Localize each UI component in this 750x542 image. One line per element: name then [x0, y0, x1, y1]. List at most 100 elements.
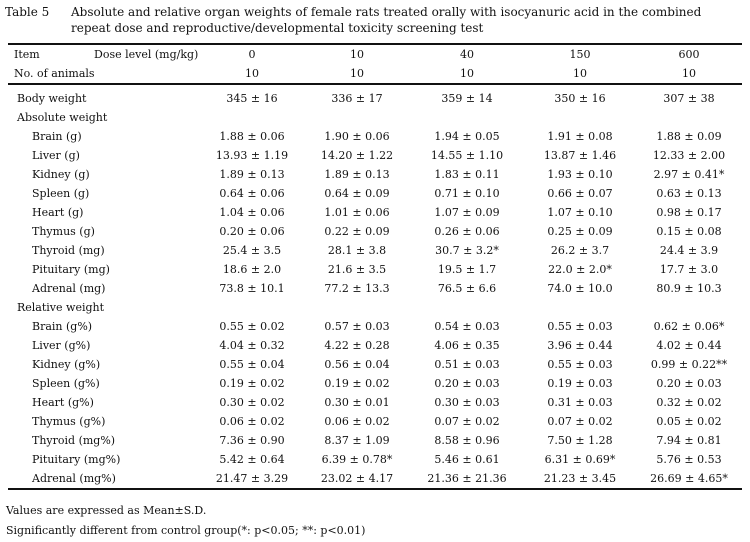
value-cell: 0.30 ± 0.03: [434, 396, 500, 409]
value-cell: 0.06 ± 0.02: [219, 415, 285, 428]
value-cell: 0.98 ± 0.17: [656, 206, 722, 219]
animals-count: 10: [524, 64, 636, 85]
value-cell: 26.2 ± 3.7: [550, 244, 610, 257]
table-row: Kidney (g%) 0.55 ± 0.04 0.56 ± 0.04 0.51 ± …: [8, 355, 742, 374]
value-cell: 5.42 ± 0.64: [219, 453, 285, 466]
animals-count: 10: [410, 64, 524, 85]
value-cell: 5.46 ± 0.61: [434, 453, 500, 466]
animals-count: 10: [200, 64, 304, 85]
value-cell: 0.19 ± 0.03: [547, 377, 613, 390]
row-label: Relative weight: [17, 301, 105, 314]
value-cell: 17.7 ± 3.0: [659, 263, 719, 276]
table-row: Thymus (g) 0.20 ± 0.06 0.22 ± 0.09 0.26 ± 0…: [8, 222, 742, 241]
value-cell: 0.66 ± 0.07: [547, 187, 613, 200]
animals-count: 10: [636, 64, 742, 85]
value-cell: [636, 298, 742, 317]
value-cell: [410, 108, 524, 127]
value-cell: 0.05 ± 0.02: [656, 415, 722, 428]
dose-header: 150: [524, 43, 636, 64]
animals-header-row: No. of animals 10 10 10 10 10: [8, 64, 742, 85]
value-cell: 1.88 ± 0.06: [219, 130, 285, 143]
value-cell: 0.56 ± 0.04: [324, 358, 390, 371]
table-row: Pituitary (mg%) 5.42 ± 0.64 6.39 ± 0.78* 5.…: [8, 450, 742, 469]
value-cell: 0.31 ± 0.03: [547, 396, 613, 409]
organ-weights-table: Item Dose level (mg/kg) 0 10 40 150 600 N…: [8, 43, 742, 490]
row-label: Thymus (g%): [32, 415, 106, 428]
value-cell: [200, 298, 304, 317]
value-cell: 7.50 ± 1.28: [547, 434, 613, 447]
value-cell: 0.07 ± 0.02: [547, 415, 613, 428]
value-cell: 0.26 ± 0.06: [434, 225, 500, 238]
value-cell: 1.04 ± 0.06: [219, 206, 285, 219]
value-cell: 345 ± 16: [226, 92, 278, 105]
value-cell: 1.07 ± 0.10: [547, 206, 613, 219]
value-cell: 21.47 ± 3.29: [200, 469, 304, 490]
value-cell: 14.20 ± 1.22: [320, 149, 394, 162]
value-cell: 0.20 ± 0.03: [656, 377, 722, 390]
value-cell: 13.93 ± 1.19: [215, 149, 289, 162]
row-label: Brain (g%): [32, 320, 93, 333]
value-cell: [410, 298, 524, 317]
value-cell: 0.30 ± 0.02: [219, 396, 285, 409]
dose-header: 10: [304, 43, 410, 64]
value-cell: 21.23 ± 3.45: [524, 469, 636, 490]
value-cell: 0.55 ± 0.03: [547, 320, 613, 333]
value-cell: 0.64 ± 0.09: [324, 187, 390, 200]
value-cell: 0.64 ± 0.06: [219, 187, 285, 200]
value-cell: 26.69 ± 4.65*: [636, 469, 742, 490]
row-label: Heart (g): [32, 206, 84, 219]
table-row: Spleen (g) 0.64 ± 0.06 0.64 ± 0.09 0.71 ± 0…: [8, 184, 742, 203]
dose-header: 600: [636, 43, 742, 64]
value-cell: 336 ± 17: [331, 92, 383, 105]
value-cell: 3.96 ± 0.44: [547, 339, 613, 352]
value-cell: 8.37 ± 1.09: [324, 434, 390, 447]
value-cell: [304, 108, 410, 127]
value-cell: 4.06 ± 0.35: [434, 339, 500, 352]
row-label: Absolute weight: [17, 111, 108, 124]
value-cell: 350 ± 16: [554, 92, 606, 105]
table-title: Absolute and relative organ weights of f…: [71, 5, 702, 35]
row-label: Thyroid (mg%): [32, 434, 116, 447]
table-row: Adrenal (mg) 73.8 ± 10.1 77.2 ± 13.3 76.5 ±…: [8, 279, 742, 298]
value-cell: [524, 108, 636, 127]
value-cell: 21.6 ± 3.5: [327, 263, 387, 276]
value-cell: 1.93 ± 0.10: [547, 168, 613, 181]
table-body: Body weight 345 ± 16 336 ± 17 359 ± 14 350 ±…: [8, 84, 742, 490]
value-cell: 8.58 ± 0.96: [434, 434, 500, 447]
table-row: Spleen (g%) 0.19 ± 0.02 0.19 ± 0.02 0.20 ± …: [8, 374, 742, 393]
row-label: Brain (g): [32, 130, 82, 143]
dose-level-label: Dose level (mg/kg): [94, 48, 199, 61]
value-cell: 0.99 ± 0.22**: [650, 358, 728, 371]
row-label: Body weight: [17, 92, 87, 105]
value-cell: 1.88 ± 0.09: [656, 130, 722, 143]
value-cell: 359 ± 14: [441, 92, 493, 105]
animals-label: No. of animals: [8, 64, 200, 85]
value-cell: 1.91 ± 0.08: [547, 130, 613, 143]
table-row: Thymus (g%) 0.06 ± 0.02 0.06 ± 0.02 0.07 ± …: [8, 412, 742, 431]
value-cell: 30.7 ± 3.2*: [435, 244, 499, 257]
value-cell: 0.57 ± 0.03: [324, 320, 390, 333]
value-cell: 0.25 ± 0.09: [547, 225, 613, 238]
value-cell: 7.36 ± 0.90: [219, 434, 285, 447]
row-label: Kidney (g): [32, 168, 90, 181]
value-cell: 6.39 ± 0.78*: [321, 453, 393, 466]
row-label: Adrenal (mg%): [8, 469, 200, 490]
value-cell: 74.0 ± 10.0: [547, 282, 613, 295]
row-label: Spleen (g): [32, 187, 90, 200]
table-row: Thyroid (mg%) 7.36 ± 0.90 8.37 ± 1.09 8.58 …: [8, 431, 742, 450]
value-cell: 22.0 ± 2.0*: [548, 263, 612, 276]
row-label: Liver (g): [32, 149, 80, 162]
value-cell: 7.94 ± 0.81: [656, 434, 722, 447]
section-row: Relative weight: [8, 298, 742, 317]
value-cell: 23.02 ± 4.17: [304, 469, 410, 490]
value-cell: 1.83 ± 0.11: [434, 168, 500, 181]
table-row: Thyroid (mg) 25.4 ± 3.5 28.1 ± 3.8 30.7 ± 3…: [8, 241, 742, 260]
value-cell: 28.1 ± 3.8: [327, 244, 387, 257]
table-row: Liver (g%) 4.04 ± 0.32 4.22 ± 0.28 4.06 ± 0…: [8, 336, 742, 355]
footnote-significance: Significantly different from control gro…: [6, 524, 366, 537]
value-cell: 73.8 ± 10.1: [219, 282, 285, 295]
table-row: Heart (g%) 0.30 ± 0.02 0.30 ± 0.01 0.30 ± 0…: [8, 393, 742, 412]
row-label: Liver (g%): [32, 339, 91, 352]
value-cell: 14.55 ± 1.10: [430, 149, 504, 162]
value-cell: 0.20 ± 0.03: [434, 377, 500, 390]
